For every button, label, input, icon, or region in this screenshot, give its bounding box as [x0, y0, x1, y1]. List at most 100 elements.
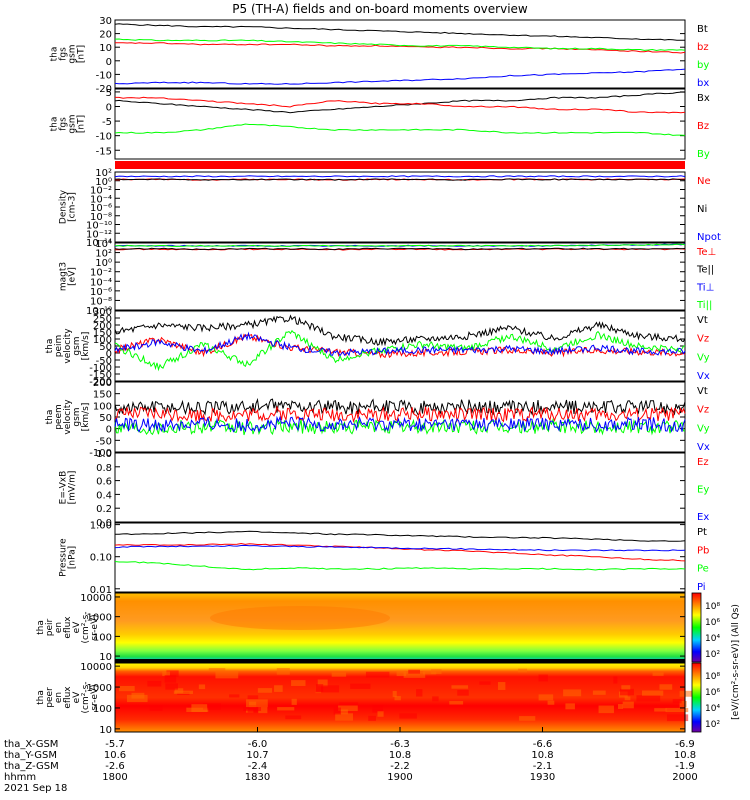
spectrogram-texture [198, 684, 206, 690]
spectrogram-texture [416, 689, 423, 697]
y-tick-label: 150 [93, 328, 112, 339]
panel-7: 1.0 0.8 0.6 0.4 0.2 0.0 E=-VxB [mV/m] Ez Ey Ex [59, 449, 710, 529]
y-tick-label: 10⁴ [95, 239, 112, 250]
series-line [114, 561, 686, 571]
spectrogram-texture [276, 668, 290, 675]
x-tick-label: 1800 [102, 772, 127, 783]
series-line [114, 91, 685, 114]
spectrogram-texture [654, 708, 667, 712]
panel-frame [114, 381, 686, 453]
y-axis-label: tha [45, 339, 55, 354]
y-tick-label: 100 [93, 704, 112, 715]
spectrogram-texture [598, 705, 614, 714]
spectrogram-texture [335, 713, 353, 721]
series-line [114, 314, 686, 347]
spectrogram-texture [368, 715, 376, 721]
spectrogram-texture [497, 682, 506, 690]
spectrogram-texture [165, 683, 178, 690]
legend-entry: Pe [697, 564, 709, 575]
y-tick-label: 10² [95, 249, 112, 260]
spectrogram-texture [457, 689, 469, 696]
legend-entry: bx [697, 78, 709, 89]
y-axis-label: fgs [59, 47, 69, 61]
spectrogram-texture [173, 690, 193, 695]
panel-2: 5 0 -5 -10 -15 tha fgs gsm [nT] Bx Bz By [50, 88, 710, 169]
y-tick-label: 10⁻⁶ [90, 287, 112, 298]
series-line [115, 96, 686, 114]
y-tick-label: 10⁻⁶ [90, 203, 112, 214]
y-axis-label: magt3 [59, 262, 69, 291]
y-tick-label: 5 [106, 88, 112, 99]
colorbar-strip [691, 592, 702, 663]
y-tick-label: 0.2 [96, 504, 112, 515]
series-line [114, 175, 686, 178]
spectrogram-texture [191, 704, 208, 713]
series-line [114, 38, 686, 52]
legend-entry: Bt [697, 24, 708, 35]
spectrogram-texture [613, 676, 618, 684]
spectrogram-texture [340, 709, 348, 715]
x-tick-label: 10.8 [531, 750, 553, 761]
spectrogram-texture [317, 679, 328, 687]
y-tick-label: 10000 [80, 662, 112, 673]
x-tick-label: -2.2 [390, 761, 410, 772]
y-tick-label: 10 [99, 652, 112, 663]
colorbar-tick-label: 10⁶ [705, 688, 720, 698]
y-axis-label: gsm [68, 44, 78, 63]
spectrogram-texture [215, 670, 239, 679]
spectrogram-texture [338, 705, 358, 712]
y-axis-label: peer [45, 687, 55, 708]
y-tick-label: 50 [99, 342, 112, 353]
spectrogram-texture [679, 690, 702, 697]
series-line [114, 331, 686, 357]
series-line [114, 397, 686, 416]
spectrogram-texture [652, 672, 664, 676]
legend-entry: Vz [697, 334, 709, 345]
y-tick-label: 20 [99, 30, 112, 41]
spectrogram-texture [617, 704, 624, 709]
spectrogram-fill-band [115, 659, 685, 662]
spectrogram-texture [538, 674, 548, 682]
y-tick-label: 30 [99, 16, 112, 27]
legend-entry: Pb [697, 545, 709, 556]
spectrogram-texture [243, 707, 262, 712]
spectrogram-texture [396, 670, 407, 677]
y-tick-label: 0.01 [90, 585, 112, 596]
series-line [114, 415, 686, 433]
y-tick-label: 100 [93, 335, 112, 346]
spectrogram-texture [339, 702, 359, 707]
y-axis-label: en [54, 692, 64, 703]
legend-entry: Vx [697, 371, 710, 382]
y-tick-label: 250 [93, 314, 112, 325]
colorbar-tick-label: 10⁴ [705, 704, 720, 714]
x-axis-row-label: hhmm [4, 772, 36, 783]
spectrogram-texture [147, 680, 162, 687]
spectrogram-texture [408, 669, 421, 674]
legend-entry: Vx [697, 442, 710, 453]
y-tick-label: 10 [99, 43, 112, 54]
colorbar-tick-label: 10² [705, 720, 720, 730]
x-tick-label: 1900 [387, 772, 412, 783]
panel-1: 30 20 10 0 -10 -20 tha fgs gsm [nT] Bt bz by bx [50, 16, 710, 95]
spectrogram-texture [277, 707, 295, 711]
spectrogram-texture [641, 690, 664, 696]
y-tick-label: 0 [106, 103, 112, 114]
y-tick-label: 0.10 [90, 553, 112, 564]
spectrogram-9 [115, 593, 685, 662]
x-tick-label: 2000 [672, 772, 697, 783]
spectrogram-texture [246, 699, 268, 708]
series-line [114, 333, 686, 359]
spectrogram-texture [149, 705, 163, 711]
legend-entry: Pt [697, 527, 707, 538]
y-axis-label: velocity [63, 399, 73, 435]
panel-9: 10000 1000 100 10 tha peir en eflux eV (cm²-s-sr-… [36, 592, 686, 663]
y-axis-label: [nT] [77, 45, 87, 63]
y-tick-label: 0.6 [96, 477, 112, 488]
series-line [114, 42, 686, 54]
y-tick-label: -50 [96, 356, 112, 367]
y-axis-label: [km/s] [81, 403, 91, 432]
